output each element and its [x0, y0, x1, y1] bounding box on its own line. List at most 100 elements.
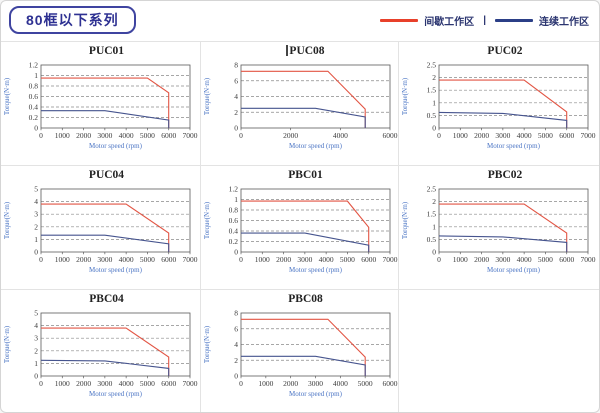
- svg-text:3000: 3000: [297, 255, 312, 264]
- svg-text:6000: 6000: [383, 131, 398, 140]
- chart-grid: PUC01 0 0.2 0.4 0.6 0.8 1 1.2 0 1000 2000 3000 4000…: [1, 41, 599, 412]
- chart-cell-pbc08: PBC08 0 2 4 6 8 0 1000 2000 3000 4000 5000 6000 Torq…: [201, 290, 399, 412]
- svg-text:1.2: 1.2: [29, 61, 39, 70]
- svg-text:5: 5: [34, 185, 38, 194]
- chart-puc04: 0 1 2 3 4 5 0 1000 2000 3000 4000 5000 6000 7000 Torqu…: [3, 185, 198, 275]
- svg-text:4000: 4000: [517, 131, 532, 140]
- svg-text:3000: 3000: [97, 255, 112, 264]
- svg-text:0: 0: [34, 248, 38, 257]
- svg-text:5000: 5000: [140, 379, 155, 388]
- svg-text:4000: 4000: [517, 255, 532, 264]
- chart-cell-pbc04: PBC04 0 1 2 3 4 5 0 1000 2000 3000 4000 5000 6000 700…: [1, 290, 201, 412]
- svg-text:0: 0: [39, 131, 43, 140]
- svg-text:2000: 2000: [283, 379, 298, 388]
- svg-text:0.5: 0.5: [427, 111, 437, 120]
- svg-text:0.6: 0.6: [29, 92, 39, 101]
- chart-title-pbc01: PBC01: [288, 169, 323, 181]
- svg-text:3000: 3000: [308, 379, 323, 388]
- svg-text:4: 4: [234, 92, 238, 101]
- svg-text:0: 0: [239, 255, 243, 264]
- svg-text:1: 1: [34, 71, 38, 80]
- chart-cell-pbc01: PBC01 0 0.2 0.4 0.6 0.8 1 1.2 0 1000 2000 3000 4000…: [201, 166, 399, 290]
- chart-title-pbc08: PBC08: [288, 293, 323, 305]
- svg-text:6000: 6000: [161, 131, 176, 140]
- svg-text:2.5: 2.5: [427, 61, 437, 70]
- chart-title-puc08: PUC08: [201, 42, 398, 60]
- svg-text:5000: 5000: [140, 255, 155, 264]
- svg-text:0: 0: [437, 255, 441, 264]
- svg-text:2: 2: [234, 356, 238, 365]
- svg-text:0: 0: [234, 372, 238, 381]
- svg-text:0.2: 0.2: [229, 237, 239, 246]
- svg-text:1.5: 1.5: [427, 86, 437, 95]
- svg-text:0.8: 0.8: [229, 206, 239, 215]
- svg-text:5000: 5000: [358, 379, 373, 388]
- svg-text:Torque(N·m): Torque(N·m): [203, 325, 211, 363]
- continuous-line-swatch: [495, 19, 533, 22]
- svg-text:Motor speed (rpm): Motor speed (rpm): [89, 266, 143, 274]
- svg-text:6000: 6000: [161, 255, 176, 264]
- svg-text:5000: 5000: [140, 131, 155, 140]
- svg-text:Motor speed (rpm): Motor speed (rpm): [89, 390, 143, 398]
- svg-text:4000: 4000: [319, 255, 334, 264]
- svg-text:5000: 5000: [538, 255, 553, 264]
- chart-cell-puc02: PUC02 0 0.5 1 1.5 2 2.5 0 1000 2000 3000 4000 5000 6…: [399, 42, 599, 166]
- svg-text:0: 0: [34, 372, 38, 381]
- svg-text:7000: 7000: [183, 131, 198, 140]
- svg-text:0.6: 0.6: [229, 216, 239, 225]
- svg-text:3000: 3000: [495, 255, 510, 264]
- svg-text:4000: 4000: [119, 379, 134, 388]
- svg-text:Torque(N·m): Torque(N·m): [3, 201, 11, 239]
- chart-cell-puc08: PUC08 0 2 4 6 8 0 2000 4000 6000 Torque(N·m) Motor…: [201, 42, 399, 166]
- chart-cell-puc01: PUC01 0 0.2 0.4 0.6 0.8 1 1.2 0 1000 2000 3000 4000…: [1, 42, 201, 166]
- chart-title-pbc04: PBC04: [89, 293, 124, 305]
- svg-text:3000: 3000: [495, 131, 510, 140]
- svg-text:Motor speed (rpm): Motor speed (rpm): [289, 266, 343, 274]
- svg-text:1000: 1000: [55, 255, 70, 264]
- svg-text:2000: 2000: [474, 255, 489, 264]
- svg-text:Motor speed (rpm): Motor speed (rpm): [487, 142, 541, 150]
- svg-text:7000: 7000: [581, 131, 596, 140]
- svg-text:4000: 4000: [333, 379, 348, 388]
- svg-text:7000: 7000: [183, 255, 198, 264]
- svg-text:0.4: 0.4: [229, 227, 239, 236]
- svg-text:2000: 2000: [76, 255, 91, 264]
- svg-text:5: 5: [34, 309, 38, 318]
- svg-text:0.8: 0.8: [29, 82, 39, 91]
- svg-text:1: 1: [432, 222, 436, 231]
- chart-title-puc02: PUC02: [487, 45, 523, 57]
- svg-text:2: 2: [34, 222, 38, 231]
- svg-text:Motor speed (rpm): Motor speed (rpm): [89, 142, 143, 150]
- svg-text:4000: 4000: [119, 255, 134, 264]
- svg-text:4: 4: [234, 340, 238, 349]
- svg-text:7000: 7000: [183, 379, 198, 388]
- svg-text:0: 0: [432, 124, 436, 133]
- svg-text:Torque(N·m): Torque(N·m): [203, 201, 211, 239]
- svg-text:1: 1: [34, 235, 38, 244]
- svg-text:0.2: 0.2: [29, 113, 39, 122]
- chart-title-puc04: PUC04: [88, 169, 125, 181]
- chart-puc02: 0 0.5 1 1.5 2 2.5 0 1000 2000 3000 4000 5000 6000 700…: [401, 61, 596, 151]
- svg-text:5000: 5000: [340, 255, 355, 264]
- svg-text:0: 0: [34, 124, 38, 133]
- svg-text:Torque(N·m): Torque(N·m): [401, 201, 409, 239]
- svg-text:0: 0: [39, 255, 43, 264]
- chart-puc01: 00.20.40.60.811.20 1000 2000 3000 4000 5000 60…: [3, 61, 198, 151]
- svg-text:1000: 1000: [55, 379, 70, 388]
- svg-text:2000: 2000: [474, 131, 489, 140]
- legend: 间歇工作区 | 连续工作区: [380, 13, 589, 28]
- continuous-legend-label: 连续工作区: [539, 17, 589, 28]
- chart-title-puc01: PUC01: [88, 45, 125, 57]
- svg-text:0.5: 0.5: [427, 235, 437, 244]
- svg-text:4000: 4000: [119, 131, 134, 140]
- svg-text:3: 3: [34, 210, 38, 219]
- svg-text:2000: 2000: [276, 255, 291, 264]
- svg-text:6: 6: [234, 324, 238, 333]
- svg-text:7000: 7000: [383, 255, 398, 264]
- svg-text:Motor speed (rpm): Motor speed (rpm): [289, 142, 343, 150]
- empty-cell: [399, 290, 599, 412]
- svg-text:2000: 2000: [76, 379, 91, 388]
- svg-text:4000: 4000: [333, 131, 348, 140]
- chart-title-pbc02: PBC02: [487, 169, 523, 181]
- svg-text:Torque(N·m): Torque(N·m): [3, 325, 11, 363]
